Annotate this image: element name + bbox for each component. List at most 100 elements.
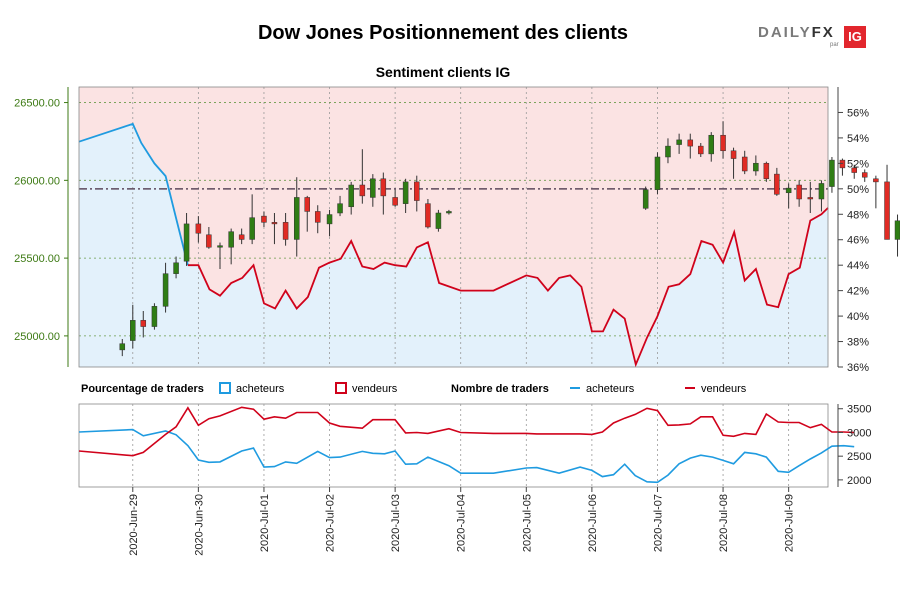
price-tick-label: 25500.00 (14, 253, 60, 265)
candle-down (741, 156, 748, 172)
sellers-count-line (78, 406, 855, 457)
chart-subtitle: Sentiment clients IG (375, 64, 511, 80)
legend-pct-title: Pourcentage de traders (81, 383, 204, 395)
candle-up (348, 184, 354, 208)
price-sentiment-panel: 25000.00 25500.00 26000.00 26500.00 36% 38% 40… (14, 86, 900, 374)
candle-down (282, 222, 289, 240)
candle-down (720, 134, 726, 152)
logo-par: par (830, 42, 839, 48)
date-tick-label: 2020-Jul-08 (718, 494, 730, 552)
buyers-area (79, 123, 828, 368)
candle-up (435, 212, 442, 229)
ig-logo-icon: IG (844, 26, 866, 48)
candle-down (380, 178, 387, 197)
candle-up (151, 306, 158, 327)
candle-down (698, 145, 704, 155)
candle-up (370, 178, 376, 198)
legend-buyers-box (219, 382, 231, 394)
legend-sellers-count-label: vendeurs (701, 383, 747, 395)
candle-down (873, 178, 879, 183)
pct-tick-label: 48% (847, 209, 869, 221)
legend-buyers-label: acheteurs (236, 383, 285, 395)
candle-down (687, 139, 694, 147)
count-tick-label: 2000 (847, 475, 871, 487)
count-frame (78, 403, 829, 488)
legend-sellers-box (335, 382, 347, 394)
pct-tick-label: 38% (847, 337, 869, 349)
candle-down (839, 159, 846, 169)
candle-up (446, 211, 452, 214)
trader-count-panel: 2000 2500 3000 3500 (78, 403, 871, 488)
pct-tick-label: 54% (847, 133, 869, 145)
candle-up (642, 189, 649, 209)
candle-up (217, 245, 223, 248)
date-tick-label: 2020-Jul-03 (390, 494, 402, 552)
candle-down (807, 197, 814, 200)
main-frame (78, 86, 829, 368)
candle-up (249, 217, 255, 240)
dailyfx-logo: DAILYFX par IG (758, 24, 868, 50)
candle-up (402, 181, 409, 204)
candle-up (753, 162, 759, 172)
candle-up (829, 159, 835, 187)
candle-up (337, 203, 343, 214)
chart-legend: Pourcentage de traders acheteurs vendeurs N… (81, 382, 747, 395)
date-tick-label: 2020-Jul-01 (259, 494, 271, 552)
candle-down (425, 203, 431, 228)
candle-down (140, 320, 147, 327)
candle-down (884, 181, 890, 240)
pct-tick-label: 52% (847, 158, 869, 170)
candle-down (774, 173, 780, 195)
pct-tick-label: 46% (847, 235, 869, 247)
date-tick-label: 2020-Jul-09 (784, 494, 796, 552)
sellers-pct-line (187, 207, 829, 368)
candle-down (359, 184, 366, 197)
pct-tick-label: 42% (847, 286, 869, 298)
price-tick-label: 26000.00 (14, 175, 60, 187)
candle-down (271, 222, 278, 225)
candle-up (676, 139, 682, 145)
buyers-count-line (78, 428, 855, 484)
logo-brand: DAILYFX (758, 24, 835, 41)
candle-down (796, 184, 802, 200)
date-axis: 2020-Jun-29 2020-Jun-30 2020-Jul-01 2020-Ju… (128, 487, 796, 556)
candle-down (238, 234, 245, 240)
pct-tick-label: 56% (847, 107, 869, 119)
pct-tick-label: 44% (847, 260, 869, 272)
pct-tick-label: 36% (847, 362, 869, 374)
candle-up (119, 343, 126, 351)
date-tick-label: 2020-Jul-06 (587, 494, 599, 552)
buyers-pct-line (78, 122, 189, 266)
legend-sellers-label: vendeurs (352, 383, 398, 395)
candle-up (228, 231, 234, 248)
legend-count-title: Nombre de traders (451, 383, 549, 395)
count-tick-label: 3000 (847, 427, 871, 439)
candle-up (130, 320, 136, 341)
candle-up (894, 220, 900, 240)
count-tick-label: 3500 (847, 404, 871, 416)
candle-up (162, 273, 169, 307)
candle-up (785, 187, 792, 194)
candle-up (665, 145, 671, 158)
candle-down (314, 211, 321, 223)
date-tick-label: 2020-Jun-29 (128, 494, 140, 556)
candle-up (818, 183, 825, 200)
candle-down (730, 150, 737, 159)
candle-up (173, 262, 179, 274)
date-tick-label: 2020-Jul-07 (652, 494, 664, 552)
candle-down (763, 162, 770, 180)
candle-down (206, 234, 212, 248)
date-tick-label: 2020-Jul-02 (325, 494, 337, 552)
price-tick-label: 25000.00 (14, 331, 60, 343)
price-tick-label: 26500.00 (14, 98, 60, 110)
date-tick-label: 2020-Jul-04 (456, 494, 468, 552)
chart-title: Dow Jones Positionnement des clients (257, 22, 629, 44)
candle-down (392, 197, 398, 206)
candle-up (183, 223, 190, 262)
date-tick-label: 2020-Jul-05 (521, 494, 533, 552)
candle-down (304, 197, 310, 212)
date-tick-label: 2020-Jun-30 (193, 494, 205, 556)
pct-tick-label: 40% (847, 311, 869, 323)
candle-down (261, 215, 267, 223)
